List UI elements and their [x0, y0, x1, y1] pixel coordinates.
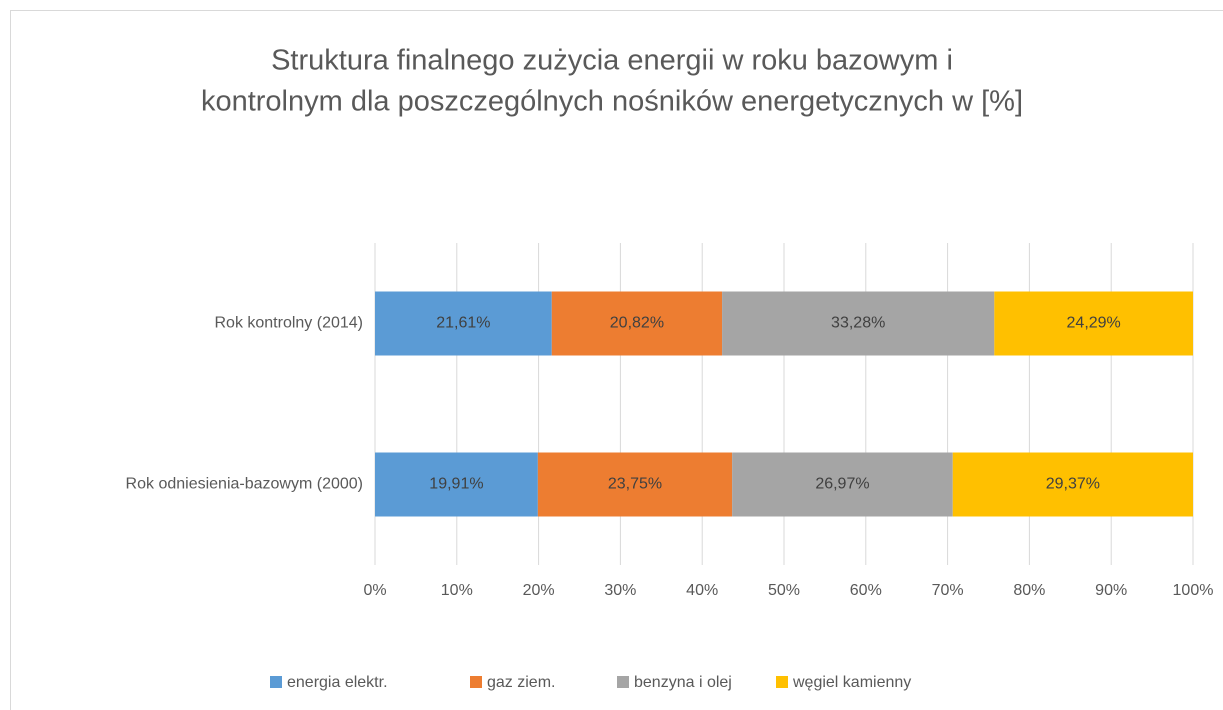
data-label: 26,97% [815, 476, 869, 493]
legend-label: węgiel kamienny [792, 674, 911, 691]
legend-swatch [470, 676, 482, 688]
data-label: 19,91% [429, 476, 483, 493]
x-tick-label: 0% [363, 582, 386, 599]
y-tick-label: Rok kontrolny (2014) [214, 315, 363, 332]
bar-segment [994, 291, 1193, 356]
bar-segment [952, 452, 1193, 517]
bar-segment [722, 291, 995, 356]
bar-segment [732, 452, 953, 517]
x-tick-label: 100% [1173, 582, 1214, 599]
y-tick-label: Rok odniesienia-bazowym (2000) [126, 476, 363, 493]
data-label: 33,28% [831, 315, 885, 332]
chart-title: Struktura finalnego zużycia energii w ro… [271, 45, 953, 77]
data-label: 21,61% [436, 315, 490, 332]
x-tick-label: 40% [686, 582, 718, 599]
legend-label: gaz ziem. [487, 674, 555, 691]
legend-label: energia elektr. [287, 674, 388, 691]
x-tick-label: 50% [768, 582, 800, 599]
bar-segment [551, 291, 723, 356]
x-tick-label: 30% [604, 582, 636, 599]
chart-border [10, 10, 1223, 710]
x-tick-label: 20% [523, 582, 555, 599]
data-label: 29,37% [1046, 476, 1100, 493]
bar-segment [537, 452, 733, 517]
legend-swatch [270, 676, 282, 688]
data-label: 20,82% [610, 315, 664, 332]
x-tick-label: 10% [441, 582, 473, 599]
bar-segment [375, 452, 538, 517]
x-tick-label: 60% [850, 582, 882, 599]
bar-segment [375, 291, 552, 356]
data-label: 23,75% [608, 476, 662, 493]
x-tick-label: 80% [1013, 582, 1045, 599]
legend-swatch [776, 676, 788, 688]
chart-title: kontrolnym dla poszczególnych nośników e… [201, 86, 1023, 118]
data-label: 24,29% [1067, 315, 1121, 332]
legend-swatch [617, 676, 629, 688]
x-tick-label: 90% [1095, 582, 1127, 599]
legend-label: benzyna i olej [634, 674, 732, 691]
x-tick-label: 70% [932, 582, 964, 599]
